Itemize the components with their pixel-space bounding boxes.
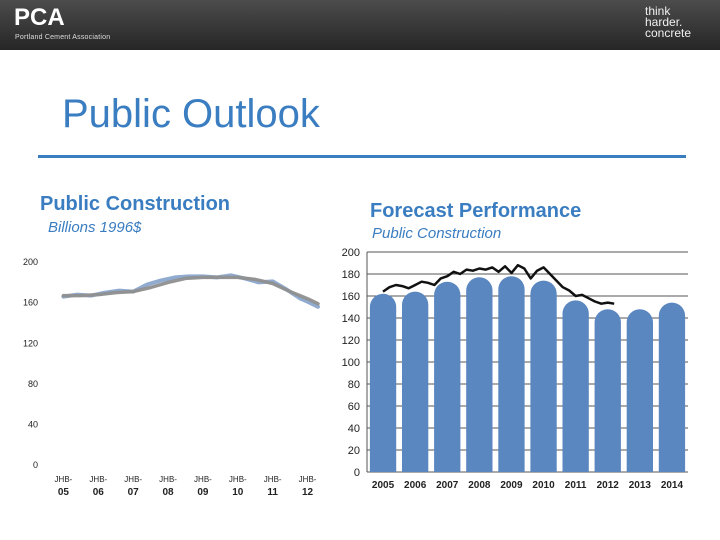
x-tick-label: 05 (58, 487, 70, 498)
y-tick-label: 80 (28, 379, 38, 389)
x-tick-label: 2008 (468, 480, 491, 491)
y-tick-label: 120 (342, 335, 360, 347)
bar (530, 280, 557, 472)
x-tick-label: 09 (197, 487, 209, 498)
bar (626, 309, 654, 472)
pca-logo-subtitle: Portland Cement Association (15, 34, 111, 41)
right-chart-title: Forecast Performance (370, 200, 582, 222)
x-tick-label: 2007 (436, 480, 459, 491)
tagline-line: concrete (645, 26, 692, 40)
y-tick-label: 40 (28, 419, 38, 429)
y-tick-label: 60 (348, 401, 360, 413)
bar (369, 293, 397, 472)
y-tick-label: 140 (342, 313, 360, 325)
y-tick-label: 40 (348, 423, 360, 435)
x-tick-label: 08 (163, 487, 175, 498)
y-tick-label: 200 (23, 257, 38, 267)
x-tick-label: JHB- (159, 475, 177, 484)
right-bar-chart: 0 20 40 60 80 100 120 140 160 180 200 2005 2006 2007 2… (342, 247, 688, 491)
x-tick-label: 2009 (500, 480, 523, 491)
x-tick-label: 10 (232, 487, 244, 498)
tagline-line: think (645, 4, 671, 18)
x-tick-label: JHB- (89, 475, 107, 484)
x-tick-label: 2014 (661, 480, 684, 491)
y-tick-label: 180 (342, 269, 360, 281)
x-tick-label: JHB- (55, 475, 73, 484)
y-tick-label: 160 (342, 291, 360, 303)
header-bar: PCA Portland Cement Association think ha… (0, 0, 720, 50)
x-tick-label: JHB- (124, 475, 142, 484)
x-tick-label: 2013 (629, 480, 652, 491)
y-tick-label: 160 (23, 298, 38, 308)
bar (401, 291, 429, 472)
pca-logo: PCA (14, 4, 65, 31)
y-tick-label: 0 (33, 460, 38, 470)
x-tick-label: 2012 (597, 480, 620, 491)
x-tick-label: 2010 (532, 480, 555, 491)
tagline: think harder. concrete (645, 4, 692, 40)
x-tick-label: 06 (93, 487, 105, 498)
bar (466, 277, 493, 472)
x-tick-label: 12 (302, 487, 314, 498)
x-tick-label: 2011 (565, 480, 587, 491)
tagline-line: harder. (645, 15, 683, 29)
title-divider (38, 155, 686, 158)
series-line (61, 275, 320, 306)
y-tick-label: 200 (342, 247, 360, 259)
left-chart-title: Public Construction (40, 193, 230, 215)
bar (562, 300, 589, 472)
bar (498, 276, 525, 472)
bar (594, 309, 621, 472)
x-tick-label: JHB- (194, 475, 212, 484)
y-tick-label: 20 (348, 445, 360, 457)
x-tick-label: 2006 (404, 480, 427, 491)
y-tick-label: 100 (342, 357, 360, 369)
left-chart-subtitle: Billions 1996$ (48, 219, 142, 236)
right-chart-subtitle: Public Construction (372, 225, 502, 242)
x-tick-label: 07 (128, 487, 140, 498)
x-tick-label: JHB- (299, 475, 317, 484)
x-tick-label: 11 (267, 487, 278, 498)
overlay-line (382, 263, 615, 305)
bar (434, 281, 461, 472)
x-tick-label: 2005 (372, 480, 395, 491)
y-tick-label: 0 (354, 467, 360, 479)
bar (658, 302, 686, 472)
left-line-chart: 0 40 80 120 160 200 JHB- 05 JHB- 06 JHB- 07 JHB- 08 JH… (23, 257, 320, 498)
x-tick-label: JHB- (264, 475, 282, 484)
x-tick-label: JHB- (229, 475, 247, 484)
y-tick-label: 80 (348, 379, 360, 391)
y-tick-label: 120 (23, 338, 38, 348)
slide-title: Public Outlook (62, 92, 320, 136)
series-line (61, 273, 320, 309)
